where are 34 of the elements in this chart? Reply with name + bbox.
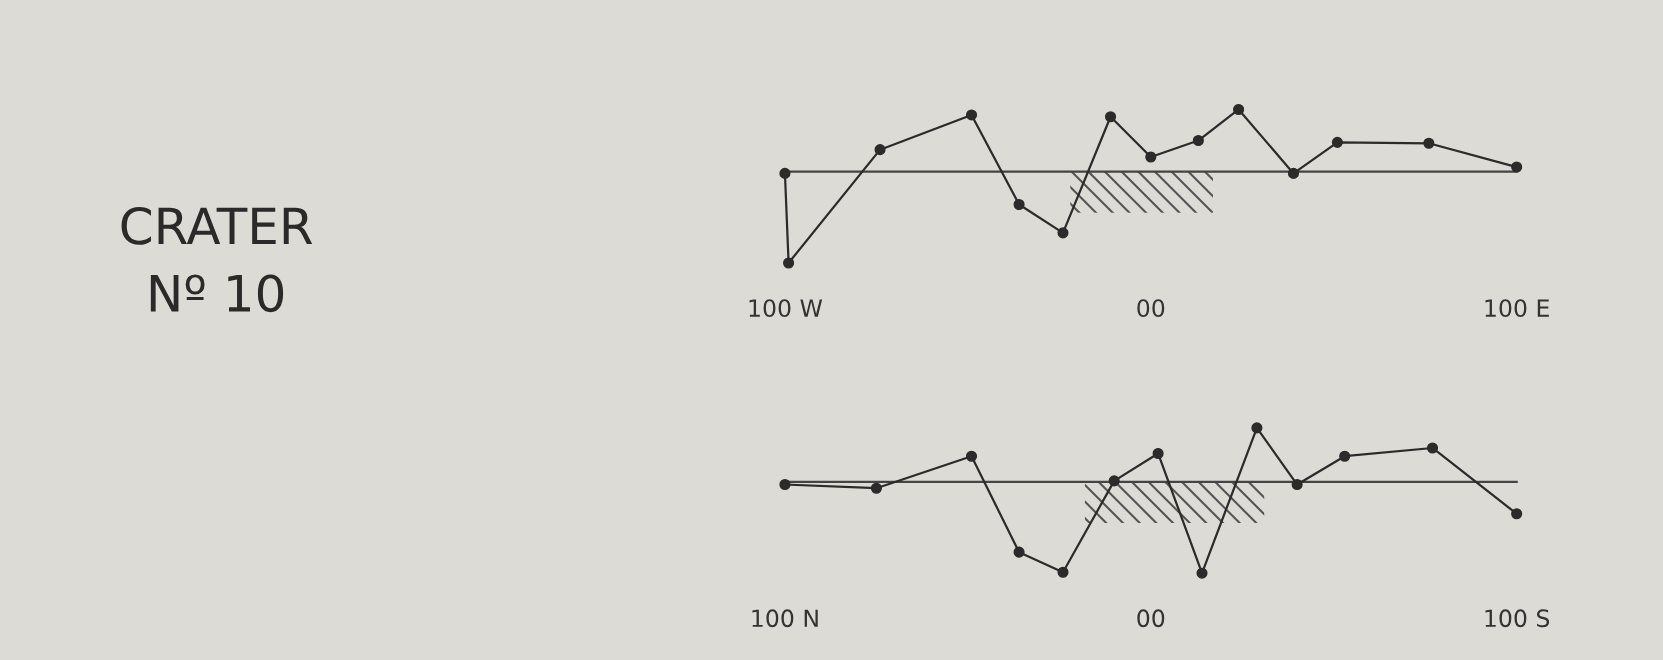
- point: [1291, 478, 1303, 491]
- point: [1013, 198, 1025, 211]
- point: [1145, 151, 1157, 163]
- point: [965, 450, 978, 462]
- x-tick-label: 00: [1137, 609, 1165, 628]
- x-tick-label: 100 N: [752, 609, 818, 628]
- x-tick-label: 100 E: [1485, 299, 1549, 318]
- point: [1426, 442, 1439, 454]
- point: [1104, 111, 1117, 123]
- point: [1511, 161, 1523, 173]
- point: [1251, 422, 1263, 434]
- point: [1108, 475, 1120, 487]
- point: [1339, 450, 1351, 462]
- point: [874, 144, 886, 156]
- point: [779, 478, 791, 491]
- x-tick-label: 00: [1137, 299, 1165, 318]
- point: [1423, 137, 1435, 149]
- point: [1152, 447, 1164, 460]
- x-tick-label: 100 S: [1485, 609, 1550, 628]
- text: CRATER Nº 10: [121, 206, 313, 313]
- point: [1511, 508, 1523, 520]
- point: [870, 482, 882, 494]
- point: [1196, 567, 1208, 579]
- x-tick-label: 100 W: [749, 299, 823, 318]
- point: [965, 109, 978, 121]
- point: [1057, 566, 1069, 578]
- point: [1013, 546, 1025, 558]
- point: [1192, 134, 1204, 147]
- point: [1331, 136, 1343, 148]
- point: [783, 257, 795, 269]
- point: [1233, 103, 1245, 116]
- point: [779, 167, 791, 179]
- point: [1287, 167, 1300, 179]
- point: [1057, 227, 1069, 239]
